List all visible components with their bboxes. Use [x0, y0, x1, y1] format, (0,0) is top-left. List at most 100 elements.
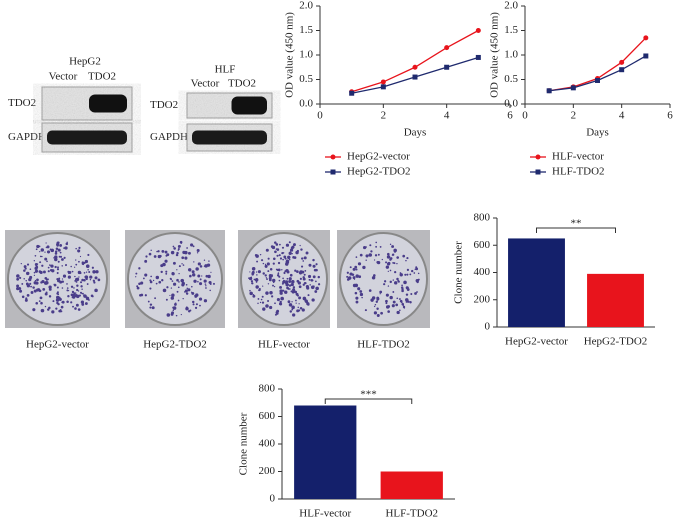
colony [56, 301, 59, 305]
y-tick-label: 1.5 [504, 24, 518, 36]
colony [66, 300, 69, 303]
colony [298, 285, 302, 289]
colony [73, 287, 75, 289]
colony [136, 286, 140, 290]
colony [135, 272, 138, 275]
colony [269, 305, 273, 310]
colony [85, 271, 88, 273]
colony [71, 290, 75, 294]
colony [273, 285, 276, 288]
colony [78, 276, 80, 278]
colony [279, 285, 282, 289]
colony [265, 291, 269, 295]
colony [66, 241, 68, 244]
colony [71, 296, 74, 299]
colony [203, 259, 206, 261]
colony [289, 251, 292, 253]
colony [396, 262, 398, 265]
colony [76, 284, 79, 287]
colony [387, 285, 390, 287]
colony [205, 285, 207, 287]
point [444, 45, 450, 51]
colony [282, 258, 284, 261]
colony [78, 260, 80, 263]
colony [19, 286, 21, 289]
colony [371, 296, 376, 300]
colony [35, 301, 39, 305]
colony [192, 300, 195, 304]
colony [269, 290, 273, 295]
colony [149, 306, 152, 309]
colony [410, 293, 413, 296]
colony [185, 292, 189, 295]
plate-label: HepG2-vector [26, 339, 89, 351]
colony [287, 300, 291, 304]
colony [162, 262, 166, 267]
colony [89, 278, 92, 281]
colony [178, 281, 180, 283]
colony [165, 272, 168, 275]
colony [75, 277, 80, 282]
x-tick-label: 2 [381, 110, 387, 122]
colony [286, 277, 289, 280]
colony [154, 297, 157, 300]
blot-title: HepG2 [69, 56, 101, 68]
colony [56, 268, 60, 271]
colony [36, 269, 38, 272]
y-tick-label: 600 [259, 410, 276, 422]
colony [170, 287, 173, 289]
colony [262, 307, 266, 311]
series-line [549, 55, 647, 92]
colony [386, 252, 390, 256]
bar [587, 273, 644, 327]
colony [72, 305, 74, 308]
colony [181, 256, 185, 260]
colony [149, 287, 152, 290]
colony [296, 270, 299, 273]
colony [189, 274, 192, 278]
colony [192, 273, 196, 277]
colony [303, 273, 306, 276]
colony [296, 309, 300, 313]
colony [40, 281, 43, 284]
point [412, 64, 418, 70]
colony [282, 252, 285, 254]
colony [55, 307, 57, 310]
colony [68, 271, 72, 274]
colony [249, 271, 251, 273]
colony [307, 294, 310, 297]
colony [368, 253, 373, 257]
blot-title: HLF [215, 64, 236, 76]
colony [354, 291, 358, 295]
colony [414, 292, 417, 295]
colony [16, 284, 20, 288]
colony [254, 253, 258, 257]
colony [394, 281, 398, 285]
colony [295, 299, 297, 302]
y-axis-label: OD value (450 nm) [284, 12, 296, 98]
colony [160, 270, 163, 274]
colony [194, 306, 198, 309]
colony [52, 300, 55, 303]
colony [201, 275, 203, 277]
colony [24, 298, 28, 302]
sig-bracket [324, 398, 413, 404]
colony [77, 308, 81, 311]
x-tick-label: 4 [444, 110, 450, 122]
colony [374, 304, 377, 306]
colony [195, 303, 198, 306]
colony [92, 270, 96, 274]
colony [416, 291, 418, 293]
colony [284, 290, 288, 294]
colony [287, 255, 291, 260]
y-axis-label: Clone number [453, 241, 465, 304]
colony [30, 285, 32, 288]
colony [352, 283, 357, 288]
colony [172, 306, 175, 309]
colony [415, 267, 419, 271]
colony [271, 295, 274, 298]
colony [56, 272, 59, 275]
colony [177, 249, 180, 251]
colony [376, 296, 380, 300]
colony [145, 255, 148, 258]
